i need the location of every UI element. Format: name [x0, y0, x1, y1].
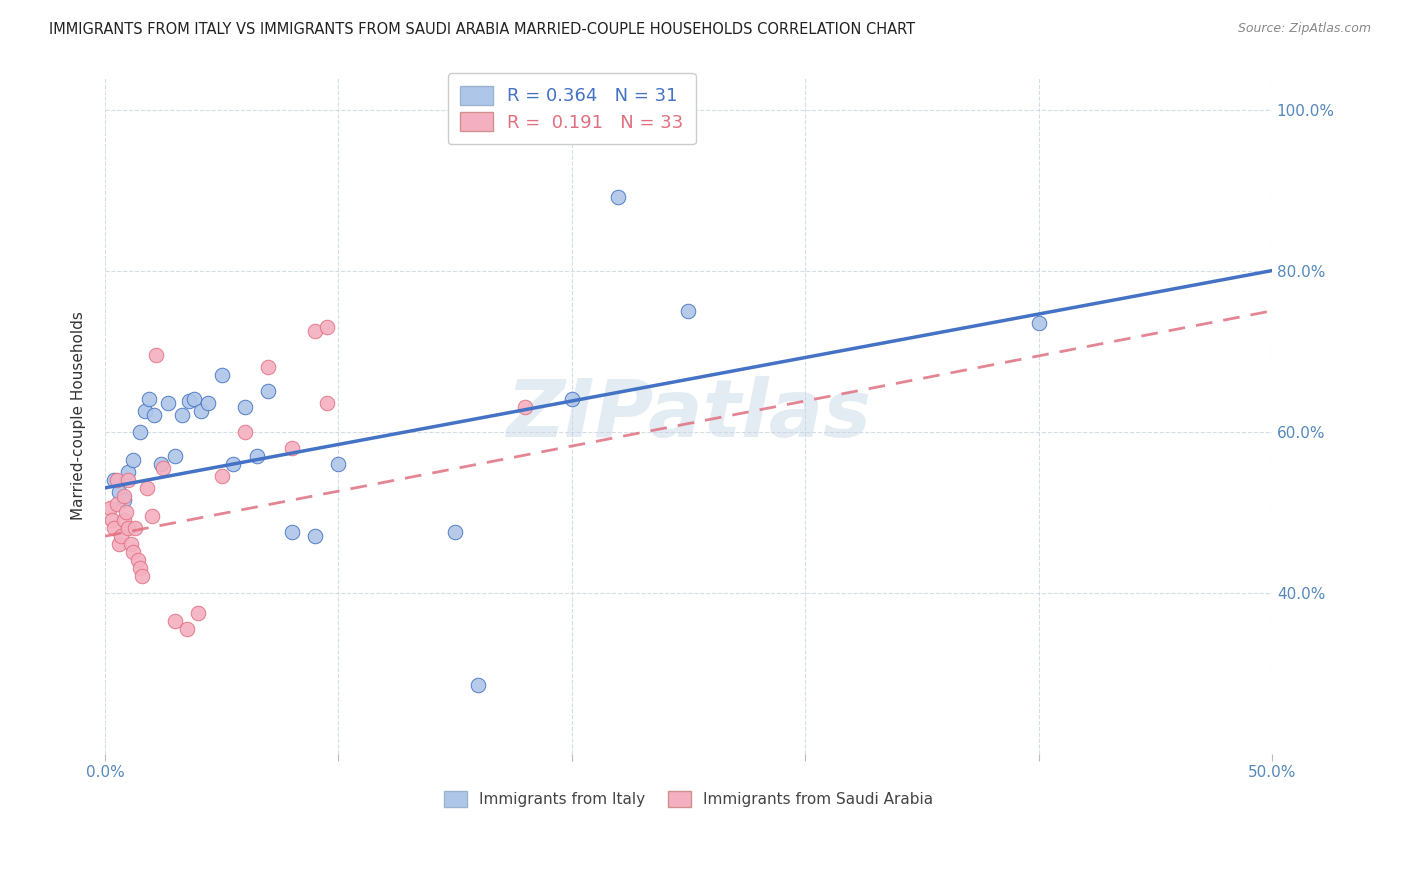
- Point: [561, 392, 583, 407]
- Point: [233, 401, 256, 415]
- Point: [103, 521, 125, 535]
- Point: [315, 396, 337, 410]
- Point: [163, 614, 186, 628]
- Point: [105, 473, 128, 487]
- Point: [187, 606, 209, 620]
- Point: [117, 521, 139, 535]
- Point: [257, 384, 280, 399]
- Point: [190, 404, 212, 418]
- Point: [304, 529, 326, 543]
- Text: Source: ZipAtlas.com: Source: ZipAtlas.com: [1237, 22, 1371, 36]
- Point: [138, 392, 160, 407]
- Point: [101, 513, 124, 527]
- Point: [124, 521, 146, 535]
- Point: [122, 545, 145, 559]
- Point: [211, 368, 233, 383]
- Point: [122, 452, 145, 467]
- Point: [315, 320, 337, 334]
- Point: [117, 465, 139, 479]
- Point: [134, 404, 156, 418]
- Point: [280, 441, 302, 455]
- Point: [112, 493, 135, 508]
- Point: [120, 537, 142, 551]
- Text: ZIPatlas: ZIPatlas: [506, 376, 870, 455]
- Point: [177, 394, 200, 409]
- Point: [444, 525, 467, 540]
- Point: [141, 509, 163, 524]
- Point: [170, 409, 193, 423]
- Point: [108, 485, 131, 500]
- Point: [115, 505, 138, 519]
- Point: [105, 497, 128, 511]
- Point: [112, 513, 135, 527]
- Point: [108, 537, 131, 551]
- Legend: Immigrants from Italy, Immigrants from Saudi Arabia: Immigrants from Italy, Immigrants from S…: [437, 785, 939, 814]
- Point: [222, 457, 245, 471]
- Point: [131, 569, 153, 583]
- Point: [129, 561, 152, 575]
- Point: [197, 396, 219, 410]
- Point: [127, 553, 149, 567]
- Point: [183, 392, 205, 407]
- Point: [129, 425, 152, 439]
- Point: [607, 189, 630, 203]
- Point: [304, 324, 326, 338]
- Point: [156, 396, 179, 410]
- Point: [103, 473, 125, 487]
- Point: [246, 449, 269, 463]
- Point: [328, 457, 350, 471]
- Point: [143, 409, 166, 423]
- Point: [152, 460, 174, 475]
- Point: [176, 622, 198, 636]
- Point: [233, 425, 256, 439]
- Point: [117, 473, 139, 487]
- Text: IMMIGRANTS FROM ITALY VS IMMIGRANTS FROM SAUDI ARABIA MARRIED-COUPLE HOUSEHOLDS : IMMIGRANTS FROM ITALY VS IMMIGRANTS FROM…: [49, 22, 915, 37]
- Point: [112, 489, 135, 503]
- Y-axis label: Married-couple Households: Married-couple Households: [72, 311, 86, 520]
- Point: [136, 481, 159, 495]
- Point: [110, 529, 132, 543]
- Point: [280, 525, 302, 540]
- Point: [163, 449, 186, 463]
- Point: [257, 360, 280, 375]
- Point: [150, 457, 173, 471]
- Point: [467, 678, 489, 692]
- Point: [98, 501, 121, 516]
- Point: [1028, 316, 1050, 330]
- Point: [513, 401, 536, 415]
- Point: [145, 348, 167, 362]
- Point: [211, 468, 233, 483]
- Point: [678, 303, 700, 318]
